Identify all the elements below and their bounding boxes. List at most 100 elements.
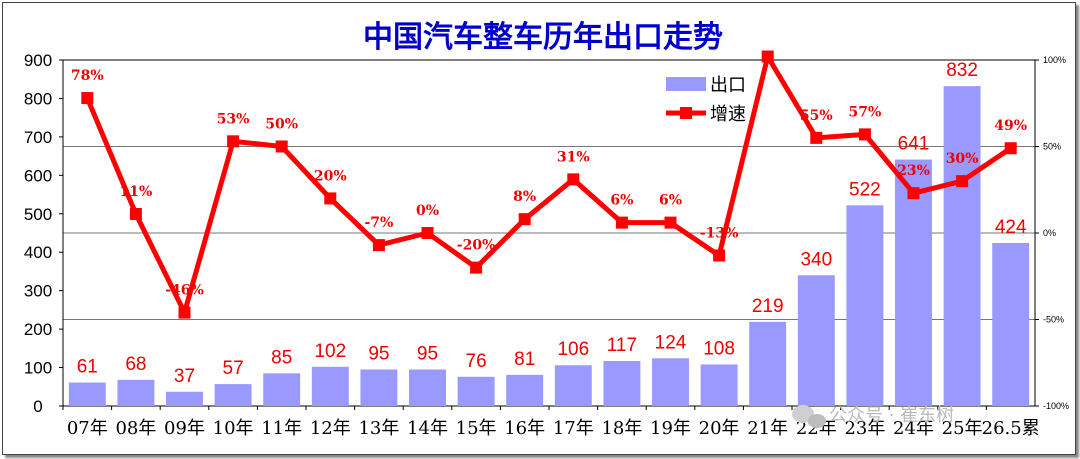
- growth-marker: [372, 239, 385, 252]
- bar-value-label: 85: [271, 347, 292, 368]
- growth-marker: [178, 306, 191, 319]
- y2-tick-label: 50%: [1043, 142, 1061, 152]
- growth-value-label: -7%: [364, 215, 393, 231]
- bar-value-label: 832: [946, 60, 978, 81]
- growth-marker: [713, 249, 726, 262]
- bar-value-label: 76: [466, 351, 487, 372]
- y2-tick-label: 100%: [1043, 55, 1066, 65]
- legend-label-export: 出口: [710, 75, 746, 96]
- x-tick-label: 19年: [650, 418, 691, 439]
- bar-export: [166, 391, 203, 406]
- data-labels: 61 68 37 57 85 102 95 95 76 81 106 117 124 108 219 340 5…: [71, 60, 1027, 387]
- x-tick-label: 21年: [747, 418, 788, 439]
- growth-marker: [956, 175, 969, 188]
- growth-marker: [470, 261, 483, 274]
- x-tick-label: 17年: [553, 418, 594, 439]
- bar-value-label: 424: [995, 217, 1027, 238]
- bar-export: [992, 242, 1030, 406]
- growth-value-label: 6%: [659, 193, 682, 209]
- growth-marker: [324, 192, 337, 205]
- x-tick-label: 20年: [699, 418, 740, 439]
- y2-tick-label: -100%: [1043, 401, 1069, 411]
- chart-svg: 中国汽车整车历年出口走势 0 100 200 300 400 500 600 700 800 90…: [24, 20, 1069, 439]
- growth-marker: [227, 135, 240, 148]
- growth-marker: [129, 207, 142, 220]
- bar-value-label: 57: [223, 358, 244, 379]
- bar-export: [554, 365, 592, 406]
- growth-marker: [567, 173, 580, 186]
- y-tick-label: 400: [24, 243, 52, 262]
- bar-value-label: 108: [703, 338, 735, 359]
- growth-value-label: -20%: [457, 238, 496, 254]
- bar-series: [68, 86, 1030, 407]
- bar-value-label: 95: [368, 343, 389, 364]
- bar-export: [797, 275, 835, 406]
- growth-line-series: [81, 50, 1017, 319]
- x-tick-label: 13年: [358, 418, 399, 439]
- bar-value-label: 61: [77, 357, 98, 378]
- x-tick-label: 16年: [504, 418, 545, 439]
- y-tick-label: 700: [24, 128, 52, 147]
- growth-value-label: 0%: [416, 203, 439, 219]
- x-tick-label: 08年: [115, 418, 156, 439]
- bar-export: [360, 369, 398, 406]
- watermark: 公众号 · 崔东树: [792, 405, 954, 428]
- growth-marker: [81, 92, 94, 105]
- legend-marker-growth: [680, 107, 692, 119]
- bar-export: [263, 373, 301, 406]
- growth-marker: [275, 140, 288, 153]
- y-tick-label: 500: [24, 205, 52, 224]
- bar-export: [652, 358, 689, 406]
- growth-marker: [761, 50, 774, 63]
- growth-value-label: -13%: [700, 225, 739, 241]
- bar-value-label: 95: [417, 343, 438, 364]
- growth-value-label: 30%: [946, 151, 979, 167]
- bar-value-label: 124: [655, 332, 687, 353]
- growth-value-label: 6%: [610, 193, 633, 209]
- bar-export: [895, 159, 932, 406]
- bar-export: [457, 376, 495, 406]
- growth-marker: [858, 128, 871, 141]
- x-tick-label: 12年: [310, 418, 351, 439]
- x-tick-label: 09年: [164, 418, 205, 439]
- growth-marker: [907, 187, 920, 200]
- x-tick-label: 22年: [796, 418, 837, 439]
- x-tick-label: 11年: [261, 418, 302, 439]
- growth-value-label: 8%: [513, 189, 536, 205]
- growth-value-label: 78%: [71, 68, 104, 84]
- y-tick-label: 900: [24, 51, 52, 70]
- bar-export: [846, 205, 884, 406]
- legend-label-growth: 增速: [710, 104, 746, 125]
- x-tick-label: 14年: [407, 418, 448, 439]
- bar-value-label: 37: [174, 366, 195, 387]
- growth-value-label: -46%: [165, 283, 204, 299]
- bar-value-label: 117: [607, 335, 637, 356]
- y-tick-label: 100: [24, 359, 52, 378]
- growth-marker: [810, 131, 823, 144]
- x-tick-label: 15年: [456, 418, 497, 439]
- y-tick-label: 300: [24, 282, 52, 301]
- bar-export: [603, 361, 641, 406]
- bar-export: [214, 384, 252, 406]
- growth-marker: [518, 213, 531, 226]
- growth-value-label: 50%: [265, 117, 298, 133]
- bar-value-label: 340: [800, 249, 832, 270]
- growth-value-label: 53%: [217, 111, 250, 127]
- growth-marker: [1004, 142, 1017, 155]
- x-tick-label: 07年: [67, 418, 108, 439]
- x-tick-label: 25年: [942, 418, 983, 439]
- bar-export: [409, 369, 446, 406]
- y-tick-label: 800: [24, 89, 52, 108]
- growth-marker: [664, 216, 677, 229]
- bar-export: [506, 374, 544, 406]
- growth-line: [84, 54, 1013, 316]
- bar-value-label: 522: [849, 179, 881, 200]
- bar-value-label: 641: [898, 134, 930, 155]
- bar-export: [311, 366, 349, 406]
- y-tick-label: 200: [24, 320, 52, 339]
- watermark-text: 公众号 · 崔东树: [829, 405, 954, 426]
- x-tick-label: 24年: [893, 418, 934, 439]
- bar-value-label: 81: [514, 349, 535, 370]
- bar-value-label: 219: [752, 296, 784, 317]
